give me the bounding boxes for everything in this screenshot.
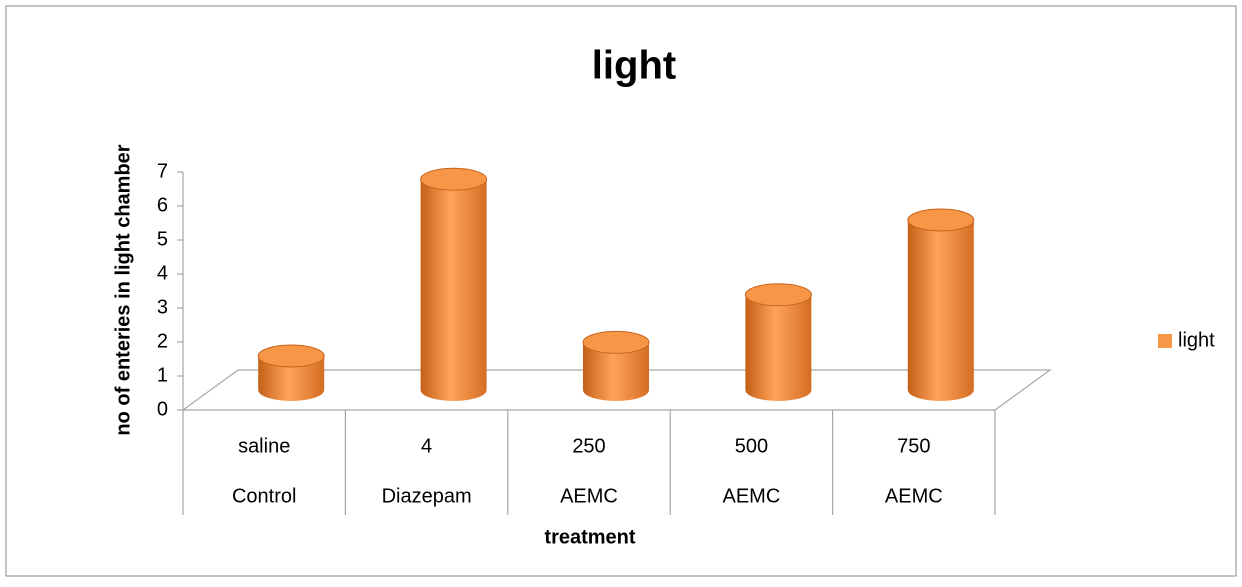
bar-cap [744, 283, 812, 307]
x-group-label: AEMC [885, 485, 943, 507]
bar-cap [420, 167, 488, 191]
x-tick-label: 250 [572, 435, 605, 457]
bar-body [907, 220, 974, 402]
bar-body [420, 179, 487, 402]
x-tick-label: 4 [421, 435, 432, 457]
bar [420, 167, 488, 402]
bar [744, 283, 812, 402]
chart-border [5, 5, 1237, 577]
bar-cap [582, 330, 650, 354]
bar-body [258, 356, 325, 402]
chart-title: light [592, 44, 676, 88]
bar-cap [257, 344, 325, 368]
x-group-label: Diazepam [382, 485, 472, 507]
legend-label: light [1178, 329, 1215, 351]
bar [907, 208, 975, 402]
x-group-label: AEMC [560, 485, 618, 507]
y-tick-label: 6 [157, 194, 168, 216]
bar-body [745, 294, 812, 402]
y-tick-label: 3 [157, 296, 168, 318]
x-tick-label: 500 [735, 435, 768, 457]
bar-body [583, 342, 649, 401]
x-tick-label: saline [238, 435, 290, 457]
y-tick-label: 5 [157, 228, 168, 250]
y-tick-label: 0 [157, 398, 168, 420]
bar [582, 330, 650, 401]
y-tick-label: 4 [157, 262, 168, 284]
y-tick-label: 2 [157, 330, 168, 352]
x-group-label: AEMC [723, 485, 781, 507]
x-tick-label: 750 [897, 435, 930, 457]
y-tick-label: 7 [157, 160, 168, 182]
floor [181, 369, 1052, 411]
y-tick-label: 1 [157, 364, 168, 386]
x-group-label: Control [232, 485, 296, 507]
legend-swatch [1158, 334, 1172, 348]
y-axis-title: no of enteries in light chamber [112, 144, 134, 435]
bar-cap [907, 208, 975, 232]
x-axis-title: treatment [544, 526, 635, 548]
bar [257, 344, 325, 402]
